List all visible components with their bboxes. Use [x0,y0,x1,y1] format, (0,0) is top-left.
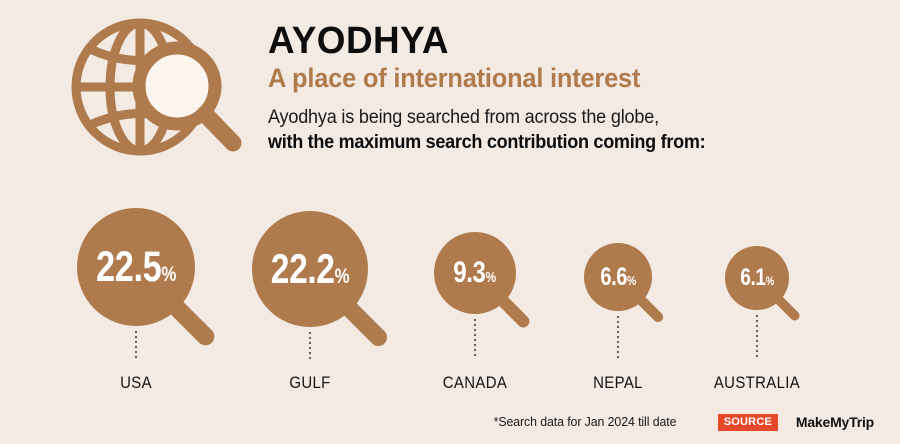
percent-sign: % [334,265,350,288]
magnifier-lens [584,243,652,311]
percentage-value: 6.6% [0,262,900,291]
infographic-header: AYODHYA A place of international interes… [0,0,900,180]
source-name: MakeMyTrip [795,414,874,430]
country-label: GULF [289,373,331,392]
title-block: AYODHYA A place of international interes… [268,20,878,154]
magnifier-lens [252,211,368,327]
percentage-value: 22.2% [0,248,900,290]
percentage-value: 6.1% [0,266,900,290]
magnifier-glass-shape [584,243,664,359]
magnifier-handle [340,299,388,347]
percentage-number: 6.1 [740,264,766,291]
percent-sign: % [485,269,497,286]
magnifier-mark: 6.6% NEPAL [0,185,900,400]
country-label: USA [120,373,152,392]
country-label: NEPAL [593,373,643,392]
magnifier-glass-shape [434,232,530,359]
magnifier-handle [773,294,800,321]
source-badge: SOURCE [717,414,778,431]
magnifier-handle [635,294,664,323]
magnifier-chart: 22.5% USA 22.2% GULF 9.3% CANADA 6.6% NEPAL 6.1%… [0,185,900,400]
percentage-value: 9.3% [0,258,900,288]
description-line-2: with the maximum search contribution com… [268,131,706,153]
country-label: AUSTRALIA [713,373,801,392]
percent-sign: % [765,274,775,288]
infographic-footer: *Search data for Jan 2024 till date SOUR… [0,400,900,444]
magnifier-glass-shape [725,246,800,359]
percentage-number: 22.2 [270,245,335,292]
page-subtitle: A place of international interest [268,62,641,93]
magnifier-handle [496,294,530,328]
magnifier-glass-shape [252,211,388,359]
magnifier-lens [725,246,789,310]
magnifier-glass-shape [77,208,215,359]
magnifier-mark: 6.1% AUSTRALIA [0,185,900,400]
percentage-number: 9.3 [453,256,487,289]
magnifier-lens [434,232,516,314]
percent-sign: % [161,262,176,286]
percentage-number: 22.5 [96,242,162,291]
country-label: CANADA [442,373,508,392]
magnifier-mark: 9.3% CANADA [0,185,900,400]
magnifier-lens [77,208,195,326]
magnifier-handle [166,297,215,346]
percentage-value: 22.5% [0,242,900,291]
footnote-text: *Search data for Jan 2024 till date [493,414,676,429]
magnifier-mark: 22.2% GULF [0,185,900,400]
magnifier-mark: 22.5% USA [0,185,900,400]
percent-sign: % [626,272,636,288]
percentage-number: 6.6 [600,262,627,291]
description-line-1: Ayodhya is being searched from across th… [268,106,659,128]
page-title: AYODHYA [268,20,449,62]
globe-magnifier-icon [68,14,248,166]
